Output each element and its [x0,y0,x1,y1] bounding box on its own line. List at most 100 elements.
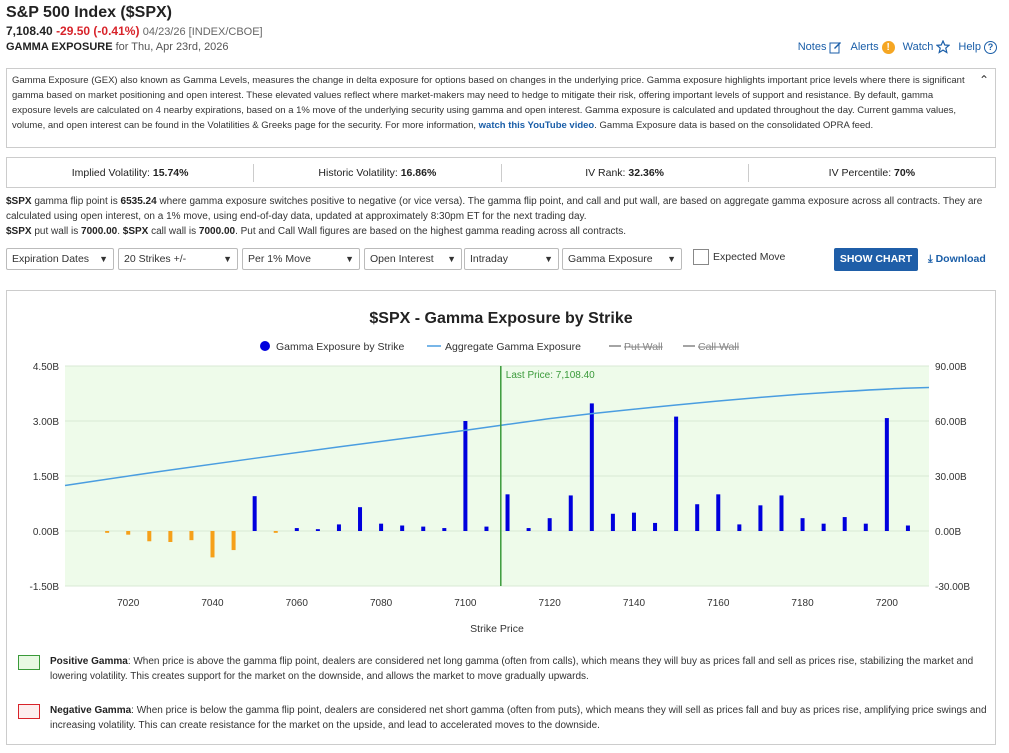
negative-gamma-swatch [18,704,40,719]
gamma-bar[interactable] [189,531,194,541]
help-label: Help [958,41,981,53]
legend-label: Call Wall [698,341,739,353]
gamma-bar[interactable] [147,531,152,542]
gamma-bar[interactable] [442,528,447,531]
gamma-bar[interactable] [863,523,868,531]
show-chart-button[interactable]: SHOW CHART [834,248,918,271]
watch-link[interactable]: Watch [903,40,951,54]
gamma-bar[interactable] [505,494,510,531]
gamma-bar[interactable] [252,496,257,531]
last-price-label: Last Price: 7,108.40 [506,370,595,381]
download-icon: ⤓ [928,253,933,265]
alerts-link[interactable]: Alerts ! [850,40,895,54]
stat-value: 16.86% [400,166,437,179]
stat-label: IV Percentile: [828,166,892,179]
expected-move-checkbox[interactable] [693,249,709,265]
gamma-bar[interactable] [905,525,910,532]
gamma-bar[interactable] [674,416,679,531]
strikes-select[interactable]: 20 Strikes +/- ▼ [118,248,238,270]
x-tick-label: 7120 [539,598,562,609]
download-link[interactable]: ⤓ Download [928,253,986,266]
symbol: $SPX [6,226,32,237]
info-text: call wall is [148,226,199,237]
negative-gamma-note: Negative Gamma: When price is below the … [18,703,988,733]
chart-controls: Expiration Dates ▼ 20 Strikes +/- ▼ Per 1%… [6,248,1001,272]
gamma-bar[interactable] [568,495,573,531]
gamma-bar[interactable] [484,526,489,531]
quote-meta: 04/23/26 [INDEX/CBOE] [142,26,263,38]
description-text: Gamma Exposure (GEX) also known as Gamma… [12,75,965,131]
gamma-bar[interactable] [168,531,173,542]
alert-icon: ! [881,40,895,54]
expiration-dates-dropdown[interactable]: Expiration Dates ▼ [6,248,114,270]
gamma-bar[interactable] [716,494,721,531]
gamma-bar[interactable] [610,513,615,531]
gamma-bar[interactable] [547,518,552,531]
gamma-bar[interactable] [336,524,341,531]
gamma-bar[interactable] [884,418,889,531]
legend-item-aggregate[interactable]: Aggregate Gamma Exposure [427,341,581,353]
gamma-bar[interactable] [842,517,847,531]
chart-title: $SPX - Gamma Exposure by Strike [369,310,632,327]
move-select[interactable]: Per 1% Move ▼ [242,248,360,270]
gamma-bar[interactable] [273,531,278,533]
info-text: put wall is [31,226,82,237]
y2-tick-label: -30.00B [935,582,970,593]
gamma-bar[interactable] [653,522,658,531]
gamma-bar[interactable] [379,523,384,531]
y2-tick-label: 90.00B [935,362,967,373]
aggregate-gamma-line [64,386,930,487]
stat-label: Implied Volatility: [71,166,150,179]
info-text: . Put and Call Wall figures are based on… [235,226,627,237]
gamma-bar[interactable] [231,531,236,551]
legend-item-gamma-exposure[interactable]: Gamma Exposure by Strike [260,341,405,353]
gamma-bar[interactable] [737,524,742,531]
metric-select[interactable]: Gamma Exposure ▼ [562,248,682,270]
gamma-bar[interactable] [631,512,636,531]
legend-item-put-wall[interactable]: Put Wall [609,341,663,353]
chart-legend: Gamma Exposure by Strike Aggregate Gamma… [260,341,739,353]
gamma-bar[interactable] [400,525,405,532]
gamma-bar[interactable] [821,523,826,531]
gamma-bar[interactable] [105,531,110,533]
gamma-info: $SPX gamma flip point is 6535.24 where g… [6,194,1001,239]
caret-down-icon: ▼ [99,254,108,264]
gamma-bar[interactable] [294,528,299,531]
help-link[interactable]: Help ? [958,40,997,54]
note-text: : When price is above the gamma flip poi… [50,656,974,682]
description-box: Gamma Exposure (GEX) also known as Gamma… [6,68,996,148]
gamma-bar[interactable] [421,526,426,531]
gamma-bar[interactable] [126,531,131,535]
put-wall-value: 7000.00 [81,226,118,237]
youtube-link[interactable]: watch this YouTube video [478,120,595,131]
note-text: : When price is below the gamma flip poi… [50,705,987,731]
collapse-icon[interactable]: ⌃ [978,73,989,87]
subtitle-date: for Thu, Apr 23rd, 2026 [115,41,229,53]
x-tick-label: 7200 [876,598,899,609]
last-price: 7,108.40 [6,24,53,38]
select-value: Gamma Exposure [568,253,653,265]
gamma-bar[interactable] [315,529,320,531]
dropdown-label: Expiration Dates [12,253,90,265]
y-tick-label: 4.50B [33,362,59,373]
gamma-bar[interactable] [210,531,215,558]
period-select[interactable]: Intraday ▼ [464,248,559,270]
x-tick-label: 7020 [117,598,140,609]
interest-select[interactable]: Open Interest ▼ [364,248,462,270]
gamma-bar[interactable] [589,403,594,531]
flip-point-value: 6535.24 [120,196,157,207]
notes-link[interactable]: Notes [798,41,843,54]
gamma-bar[interactable] [526,528,531,531]
gamma-bar[interactable] [695,504,700,531]
stat-value: 70% [894,166,916,179]
legend-swatch [260,341,270,351]
legend-item-call-wall[interactable]: Call Wall [683,341,739,353]
chevron-down-icon: ▼ [447,254,456,264]
select-value: Intraday [470,253,508,265]
gamma-bar[interactable] [779,495,784,531]
gamma-bar[interactable] [758,505,763,531]
gamma-bar[interactable] [800,518,805,531]
gamma-bar[interactable] [463,421,468,531]
gamma-bar[interactable] [358,507,363,531]
select-value: 20 Strikes +/- [124,253,187,265]
